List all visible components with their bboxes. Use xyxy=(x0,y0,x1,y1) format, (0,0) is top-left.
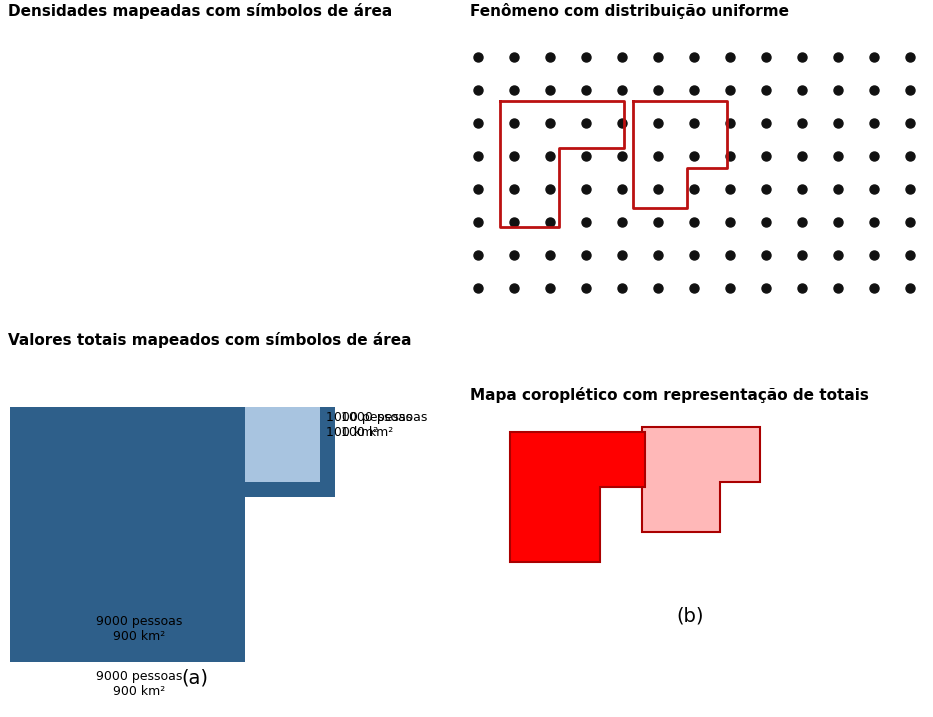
Text: 9000 pessoas
900 km²: 9000 pessoas 900 km² xyxy=(96,615,183,643)
Text: Densidades mapeadas com símbolos de área: Densidades mapeadas com símbolos de área xyxy=(8,3,392,19)
Bar xyxy=(245,407,320,482)
Text: Valores totais mapeados com símbolos de área: Valores totais mapeados com símbolos de … xyxy=(8,332,411,348)
Text: 1000 pessoas
100 km²: 1000 pessoas 100 km² xyxy=(341,411,427,439)
Polygon shape xyxy=(510,432,645,562)
Text: Mapa coroplético com representação de totais: Mapa coroplético com representação de to… xyxy=(470,387,869,403)
Text: (b): (b) xyxy=(676,607,703,626)
Text: (a): (a) xyxy=(182,669,208,688)
Bar xyxy=(245,407,335,497)
Polygon shape xyxy=(642,427,760,532)
Bar xyxy=(10,407,245,607)
Text: Fenômeno com distribuição uniforme: Fenômeno com distribuição uniforme xyxy=(470,3,789,19)
Text: 9000 pessoas
900 km²: 9000 pessoas 900 km² xyxy=(96,670,183,698)
Bar xyxy=(10,407,245,662)
Text: 1000 pessoas
100 km²: 1000 pessoas 100 km² xyxy=(326,411,412,439)
